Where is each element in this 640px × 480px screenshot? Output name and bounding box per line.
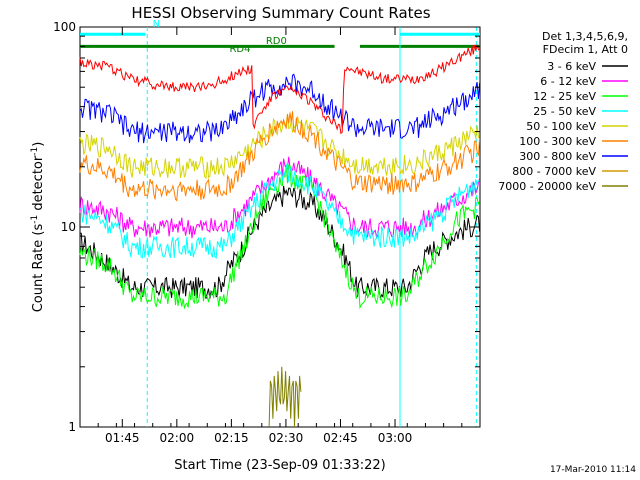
legend-label-6: 300 - 800 keV: [519, 150, 596, 163]
timestamp: 17-Mar-2010 11:14: [550, 465, 636, 475]
state-bars: [80, 32, 480, 48]
series-line-6: [79, 73, 481, 144]
y-axis-label: Count Rate (s-1 detector-1): [30, 142, 46, 313]
x-tick-label-5: 03:00: [378, 431, 413, 445]
chart-title: HESSI Observing Summary Count Rates: [131, 4, 430, 22]
x-tick-label-3: 02:30: [269, 431, 304, 445]
series-lines: [79, 44, 481, 428]
series-line-1: [79, 156, 481, 239]
y-tick-label-2: 100: [53, 20, 76, 34]
legend-label-3: 25 - 50 keV: [533, 105, 596, 118]
y-tick-label-1: 10: [61, 220, 76, 234]
y-label-exponent: -1: [30, 215, 40, 224]
x-axis-label: Start Time (23-Sep-09 01:33:22): [174, 458, 385, 473]
x-tick-label-0: 01:45: [105, 431, 140, 445]
series-line-8: [268, 366, 302, 428]
legend-label-7: 800 - 7000 keV: [512, 165, 596, 178]
legend-label-0: 3 - 6 keV: [547, 60, 596, 73]
annotation-1: RD4: [229, 44, 250, 55]
x-tick-label-4: 02:45: [323, 431, 358, 445]
legend-label-2: 12 - 25 keV: [533, 90, 596, 103]
y-label-suffix: ): [31, 142, 46, 147]
legend-label-8: 7000 - 20000 keV: [498, 180, 596, 193]
axes: 01:45 02:00 02:15 02:30 02:45 03:00 1 10 100: [53, 20, 481, 445]
legend: Det 1,3,4,5,6,9,FDecim 1, Att 0 3 - 6 keV…: [498, 30, 628, 193]
annotation-2: RD0: [266, 36, 287, 47]
legend-label-1: 6 - 12 keV: [540, 75, 596, 88]
y-label-mid: detector: [31, 155, 46, 215]
annotation-0: N: [153, 19, 160, 30]
legend-header-1: FDecim 1, Att 0: [543, 43, 628, 56]
x-tick-label-2: 02:15: [214, 431, 249, 445]
legend-label-4: 50 - 100 keV: [526, 120, 596, 133]
y-label-exponent-2: -1: [30, 147, 40, 156]
series-line-0: [79, 185, 481, 300]
series-line-2: [79, 164, 481, 310]
series-line-5: [79, 111, 481, 202]
x-tick-label-1: 02:00: [160, 431, 195, 445]
series-line-red: [79, 44, 480, 135]
legend-header-0: Det 1,3,4,5,6,9,: [542, 30, 628, 43]
series-line-3: [79, 161, 480, 259]
legend-label-5: 100 - 300 keV: [519, 135, 596, 148]
annotations: N RD4 RD0: [153, 19, 287, 55]
y-label-prefix: Count Rate (s: [31, 224, 46, 313]
y-tick-label-0: 1: [68, 420, 76, 434]
